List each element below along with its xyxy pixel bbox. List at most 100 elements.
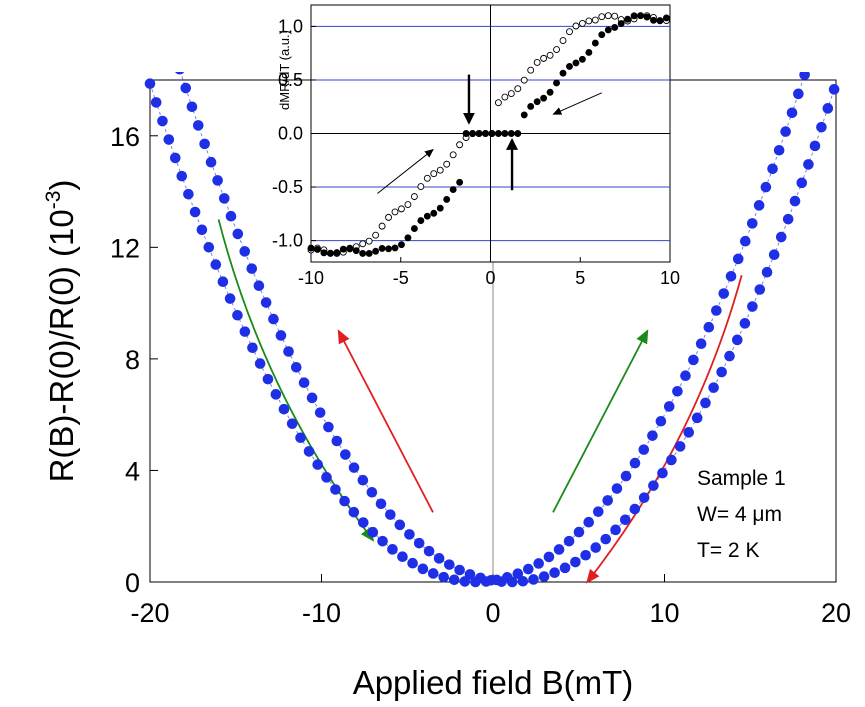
inset-open-point bbox=[578, 19, 586, 27]
main-data-point bbox=[620, 470, 632, 482]
inset-open-point bbox=[546, 51, 554, 59]
inset-filled-point bbox=[307, 244, 315, 252]
main-data-point bbox=[812, 31, 823, 42]
main-data-point bbox=[232, 309, 243, 321]
inset-filled-point bbox=[469, 130, 476, 137]
main-data-point bbox=[600, 533, 612, 545]
main-data-point bbox=[746, 218, 758, 229]
main-data-point bbox=[602, 495, 614, 506]
main-data-point bbox=[323, 421, 334, 433]
inset-arrows bbox=[377, 74, 602, 194]
inset-filled-point bbox=[346, 244, 354, 252]
main-data-point bbox=[528, 574, 539, 585]
main-x-tick-label: -20 bbox=[130, 598, 169, 628]
main-direction-arrow bbox=[586, 274, 743, 584]
inset-open-point bbox=[591, 16, 599, 24]
main-data-point bbox=[366, 486, 378, 498]
main-data-point bbox=[163, 134, 175, 145]
main-data-point bbox=[590, 542, 602, 553]
main-data-point bbox=[780, 126, 791, 137]
annotation-temperature: T= 2 K bbox=[697, 539, 759, 562]
inset-open-point bbox=[527, 66, 535, 74]
main-data-point bbox=[339, 495, 350, 507]
main-data-point bbox=[629, 457, 641, 469]
inset-filled-point bbox=[391, 244, 399, 252]
inset-filled-point bbox=[553, 79, 561, 87]
inset-open-point bbox=[423, 174, 431, 182]
main-data-point bbox=[647, 430, 658, 441]
main-data-point bbox=[796, 177, 808, 189]
main-data-point bbox=[549, 567, 560, 579]
inset-open-point bbox=[604, 12, 612, 20]
main-data-point bbox=[290, 361, 302, 373]
main-data-point bbox=[247, 342, 258, 354]
inset-filled-point bbox=[352, 247, 360, 255]
main-data-point bbox=[724, 350, 735, 362]
main-data-point bbox=[253, 280, 265, 291]
main-data-point bbox=[799, 72, 810, 81]
main-data-point bbox=[454, 564, 465, 576]
main-data-point bbox=[357, 474, 369, 486]
main-series-2 bbox=[144, 31, 823, 588]
main-x-tick-label: -10 bbox=[302, 598, 341, 628]
inset-filled-point bbox=[514, 130, 522, 137]
main-data-point bbox=[169, 152, 181, 164]
inset-filled-point bbox=[430, 209, 438, 217]
inset-data-points bbox=[307, 12, 670, 257]
main-data-point bbox=[270, 389, 282, 400]
main-data-point bbox=[275, 330, 287, 341]
main-data-point bbox=[680, 370, 691, 382]
main-data-point bbox=[417, 563, 429, 575]
main-data-point bbox=[732, 253, 744, 265]
main-data-point bbox=[638, 444, 650, 455]
main-data-point bbox=[611, 483, 623, 494]
main-data-point bbox=[828, 84, 840, 95]
main-data-points bbox=[144, 26, 840, 588]
main-data-point bbox=[739, 318, 751, 329]
main-data-point bbox=[212, 175, 223, 186]
main-data-point bbox=[397, 551, 408, 563]
main-data-point bbox=[444, 559, 455, 570]
main-data-point bbox=[189, 206, 201, 218]
main-data-point bbox=[747, 301, 758, 312]
main-data-point bbox=[183, 188, 194, 200]
inset-open-point bbox=[372, 231, 380, 239]
main-data-point bbox=[563, 535, 575, 547]
main-x-tick-label: 0 bbox=[485, 598, 500, 628]
main-data-point bbox=[312, 459, 324, 470]
main-data-point bbox=[205, 156, 217, 168]
inset-open-point bbox=[417, 183, 425, 191]
main-data-point bbox=[199, 138, 210, 150]
inset-y-tick-label: -0.5 bbox=[272, 177, 303, 197]
main-data-point bbox=[210, 259, 222, 270]
main-data-point bbox=[348, 506, 360, 518]
inset-open-point bbox=[533, 59, 541, 66]
main-data-point bbox=[754, 284, 766, 295]
main-data-point bbox=[260, 297, 272, 308]
main-data-point bbox=[761, 266, 773, 278]
main-data-point bbox=[740, 235, 751, 247]
inset-filled-point bbox=[624, 15, 632, 23]
main-data-point bbox=[239, 246, 251, 257]
main-x-axis-label: Applied field B(mT) bbox=[353, 664, 634, 701]
main-data-point bbox=[262, 373, 274, 385]
main-data-point bbox=[144, 78, 156, 89]
main-y-tick-label: 0 bbox=[125, 568, 140, 598]
inset-open-point bbox=[520, 76, 528, 84]
main-data-point bbox=[407, 557, 418, 569]
inset-filled-point bbox=[417, 217, 425, 225]
main-data-point bbox=[786, 107, 798, 119]
inset-filled-point bbox=[475, 130, 483, 137]
main-data-point bbox=[162, 26, 173, 37]
inset-open-point bbox=[585, 17, 593, 25]
inset-open-point bbox=[443, 160, 451, 168]
inset-filled-point bbox=[643, 13, 651, 21]
main-data-point bbox=[157, 115, 168, 127]
main-data-point bbox=[427, 568, 439, 579]
main-data-point bbox=[657, 467, 668, 479]
main-data-point bbox=[254, 358, 266, 369]
inset-filled-point bbox=[404, 234, 412, 242]
main-data-point bbox=[573, 526, 585, 538]
main-data-point bbox=[592, 506, 604, 517]
